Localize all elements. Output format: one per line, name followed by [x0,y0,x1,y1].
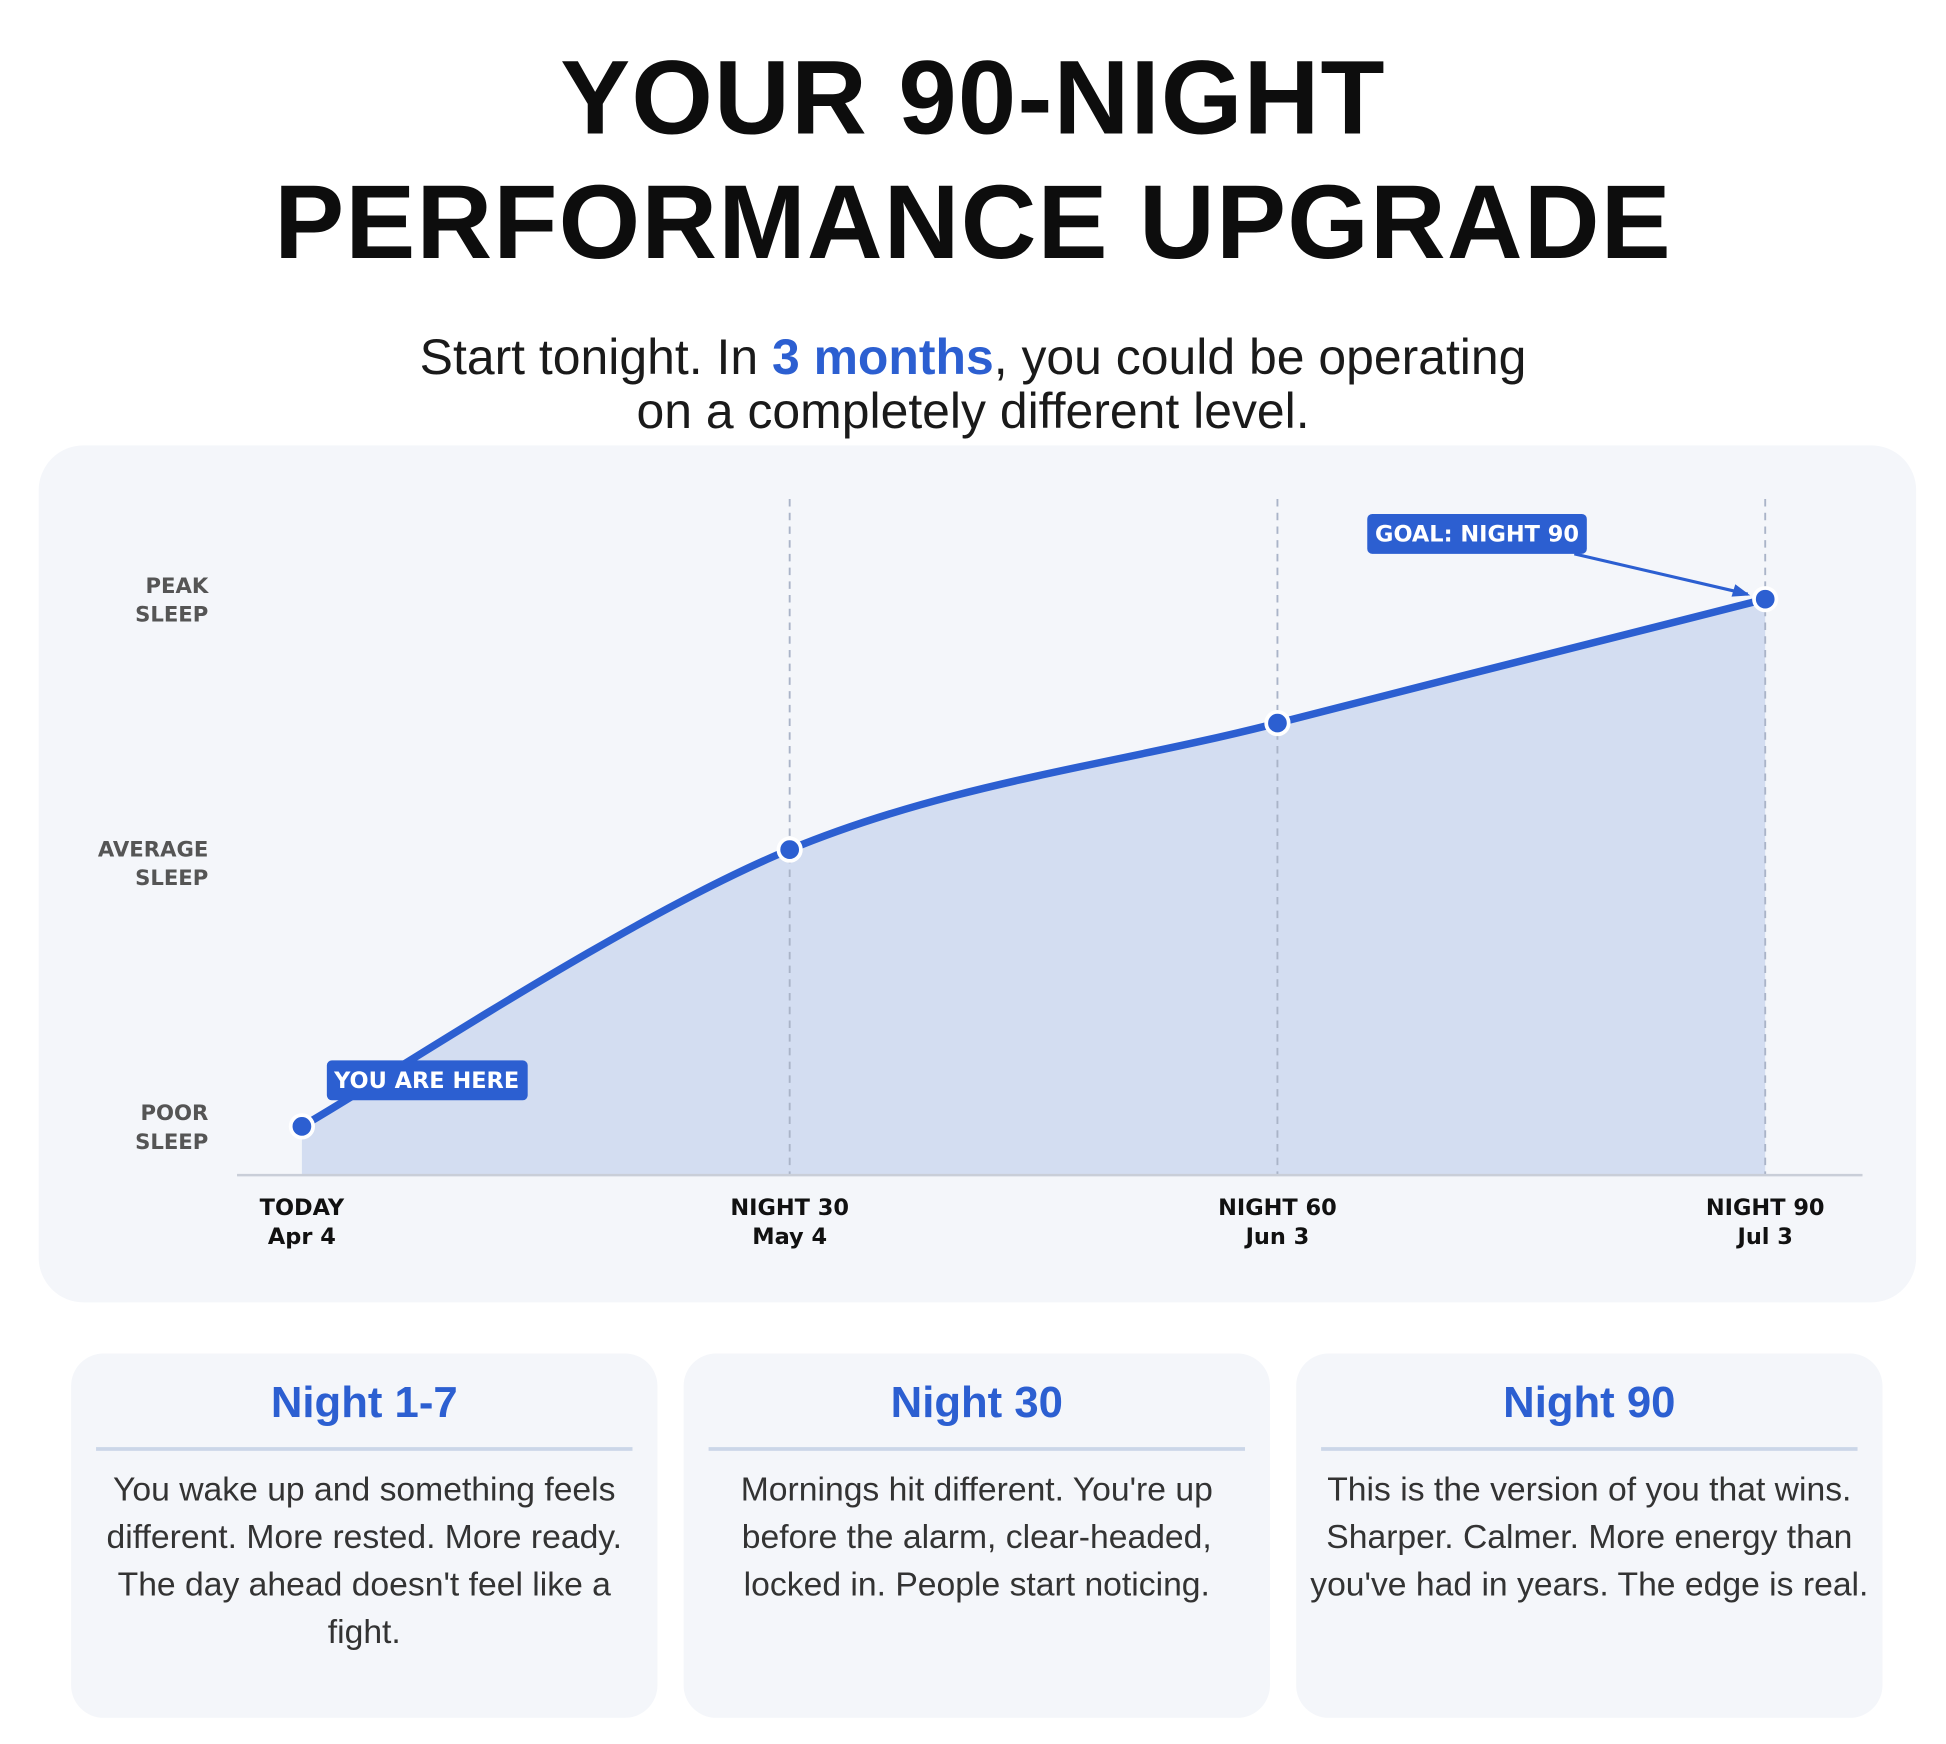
milestone-card: Night 30 Mornings hit different. You're … [683,1353,1270,1718]
you-are-here-tag [326,1060,528,1101]
title-line-1: YOUR 90-NIGHT [560,38,1386,156]
subtitle-text-2: , you could be operating [993,330,1527,386]
milestone-title: Night 1-7 [270,1378,458,1428]
progress-chart: POOR SLEEP AVERAGE SLEEP PEAK SLEEP TODAY Apr 4… [98,498,1863,1250]
subtitle: Start tonight. In 3 months, you could be… [0,330,1946,440]
divider [96,1447,633,1451]
y-tick-label: PEAK [146,573,210,598]
y-tick-label: POOR [140,1100,208,1125]
area-fill [301,599,1766,1176]
goal-tag [1367,513,1587,554]
milestone-text: You wake up and something feels differen… [106,1470,622,1651]
subtitle-text: Start tonight. In [419,330,772,386]
milestone-text: This is the version of you that wins. Sh… [1310,1470,1869,1604]
arrow-head-icon [1731,584,1751,597]
divider [708,1447,1246,1451]
milestone-title: Night 30 [890,1378,1063,1428]
x-tick-label: NIGHT 30 [730,1195,849,1221]
data-point [1752,586,1779,613]
x-tick-label: Jun 3 [1244,1224,1310,1250]
y-tick-label: SLEEP [135,865,208,890]
data-point [1264,709,1291,737]
x-tick-label: NIGHT 90 [1706,1195,1825,1221]
data-point [776,836,803,863]
subtitle-highlight: 3 months [771,330,994,386]
milestone-card: Night 90 This is the version of you that… [1296,1353,1883,1718]
goal-arrow [1573,552,1749,596]
you-are-here-label: YOU ARE HERE [333,1068,519,1094]
subtitle-line-2: on a completely different level. [636,384,1310,440]
x-tick-label: Apr 4 [268,1224,336,1250]
title-line-2: PERFORMANCE UPGRADE [274,163,1672,281]
x-tick-label: NIGHT 60 [1218,1195,1337,1221]
divider [1321,1447,1858,1451]
y-tick-label: SLEEP [135,1129,208,1154]
x-tick-label: TODAY [260,1195,345,1221]
data-point [288,1113,315,1140]
milestone-card: Night 1-7 You wake up and something feel… [71,1353,658,1718]
goal-label: GOAL: NIGHT 90 [1375,521,1579,547]
x-tick-label: Jul 3 [1735,1224,1792,1250]
milestone-title: Night 90 [1503,1378,1676,1428]
x-tick-label: May 4 [752,1224,827,1250]
series-line [298,595,1769,1131]
y-tick-label: SLEEP [135,602,208,627]
y-tick-label: AVERAGE [98,837,208,862]
milestone-text: Mornings hit different. You're up before… [740,1470,1213,1604]
